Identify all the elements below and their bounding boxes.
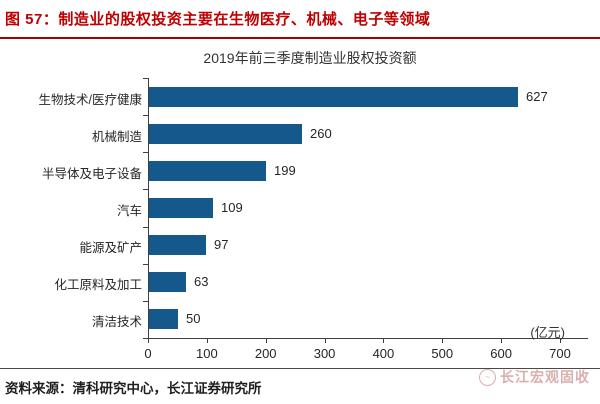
x-axis-tick <box>265 338 267 343</box>
value-label: 260 <box>310 125 332 141</box>
value-label: 97 <box>214 237 229 253</box>
category-label: 化工原料及加工 <box>54 278 142 293</box>
source-note: 资料来源：清科研究中心，长江证券研究所 <box>5 381 262 396</box>
x-tick-label: 400 <box>372 346 395 361</box>
x-axis-tick <box>206 338 208 343</box>
bar <box>149 272 186 293</box>
y-axis-tick <box>143 189 148 191</box>
x-axis-tick <box>383 338 385 343</box>
x-axis-tick <box>442 338 444 343</box>
value-label: 627 <box>526 88 548 104</box>
value-label: 63 <box>194 274 209 290</box>
value-label: 50 <box>186 311 201 327</box>
footer-divider <box>0 368 600 369</box>
x-axis-line <box>148 338 588 339</box>
bar <box>149 198 213 218</box>
x-tick-label: 700 <box>549 346 571 361</box>
category-label: 清洁技术 <box>91 315 142 330</box>
bar <box>149 160 266 181</box>
x-tick-label: 200 <box>254 346 277 361</box>
y-axis-tick <box>143 152 148 154</box>
category-label: 能源及矿产 <box>79 241 142 256</box>
bar <box>149 235 206 256</box>
bar <box>149 86 518 107</box>
caption-divider <box>0 37 600 39</box>
y-axis-line <box>148 78 149 338</box>
watermark-text: 长江宏观固收 <box>500 369 590 385</box>
x-axis-tick <box>501 338 503 343</box>
y-axis-tick <box>143 226 148 228</box>
category-label: 汽车 <box>116 204 142 218</box>
value-label: 109 <box>221 200 243 215</box>
x-tick-label: 500 <box>431 346 454 361</box>
x-tick-label: 100 <box>195 346 218 361</box>
bar <box>149 123 302 144</box>
y-axis-tick <box>143 300 148 302</box>
x-tick-label: 0 <box>144 346 152 361</box>
y-axis-tick <box>143 115 148 117</box>
x-axis-tick <box>148 338 149 343</box>
x-tick-label: 300 <box>313 346 336 361</box>
axis-unit-label: (亿元) <box>530 325 565 340</box>
value-label: 199 <box>274 162 296 178</box>
watermark: ~ 长江宏观固收 <box>479 367 590 387</box>
wave-circle-logo-icon: ~ <box>479 368 496 386</box>
chart-title: 2019年前三季度制造业股权投资额 <box>203 50 417 66</box>
y-axis-tick <box>143 263 148 265</box>
figure-caption: 图 57：制造业的股权投资主要在生物医疗、机械、电子等领域 <box>5 11 431 28</box>
bar <box>149 309 178 330</box>
category-label: 半导体及电子设备 <box>41 166 142 181</box>
x-axis-tick <box>560 338 561 343</box>
x-tick-label: 600 <box>490 346 512 361</box>
y-axis-tick <box>143 78 148 79</box>
category-label: 机械制造 <box>91 129 142 144</box>
x-axis-tick <box>324 338 326 343</box>
y-axis-tick <box>143 338 148 339</box>
category-label: 生物技术/医疗健康 <box>38 92 142 107</box>
